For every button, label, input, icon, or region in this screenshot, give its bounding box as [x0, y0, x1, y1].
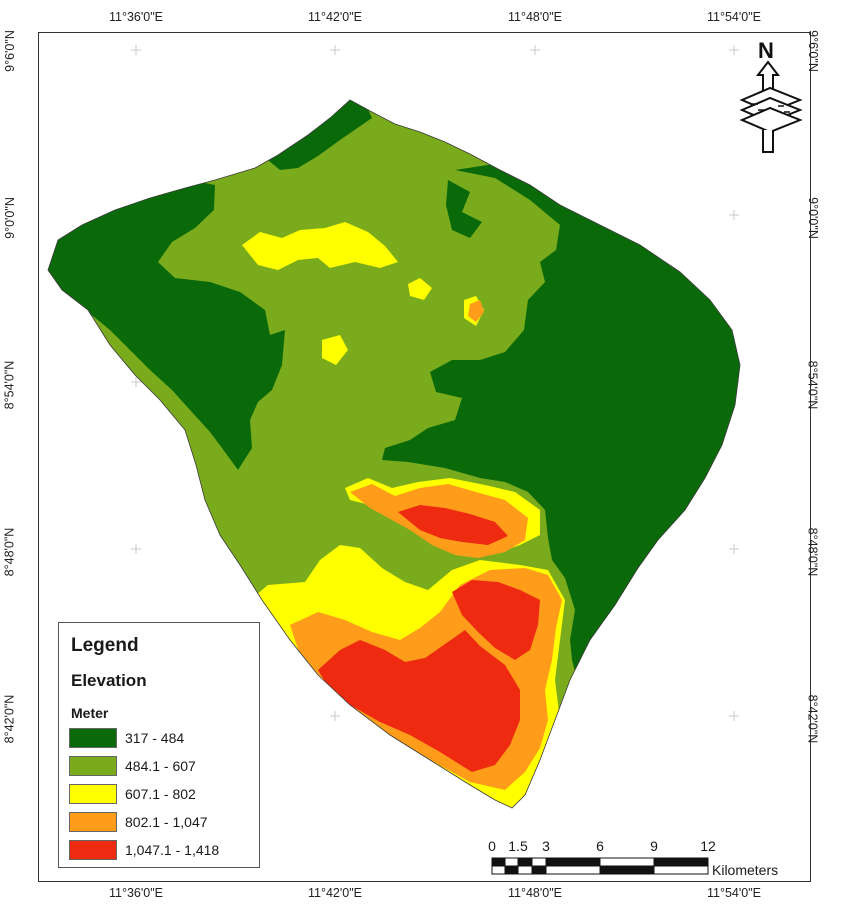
bottom-tick-4: 11°54'0"E: [707, 886, 761, 900]
class-1047-1418-south: [318, 630, 520, 772]
class-317-484-ridge: [446, 180, 482, 238]
legend-panel: Legend Elevation Meter 317 - 484 484.1 -…: [58, 622, 260, 868]
class-1047-1418-east: [452, 580, 540, 660]
legend-swatch: [69, 812, 117, 832]
class-607-802-patch-2: [408, 278, 432, 300]
legend-subtitle: Elevation: [71, 671, 147, 690]
class-607-802-patch-1: [322, 335, 348, 365]
legend-label: 484.1 - 607: [125, 758, 196, 774]
study-area-outline: [47, 99, 741, 809]
bottom-tick-3: 11°48'0"E: [508, 886, 562, 900]
scale-label-3: 6: [596, 838, 604, 854]
legend-unit: Meter: [71, 705, 109, 721]
scale-label-4: 9: [650, 838, 658, 854]
legend-label: 607.1 - 802: [125, 786, 196, 802]
legend-item: 607.1 - 802: [69, 783, 196, 805]
class-317-484-northwest: [48, 182, 285, 470]
top-tick-4: 11°54'0"E: [707, 10, 761, 24]
class-802-1047-patch: [468, 300, 484, 322]
legend-label: 802.1 - 1,047: [125, 814, 208, 830]
legend-item: 317 - 484: [69, 727, 184, 749]
legend-swatch: [69, 728, 117, 748]
legend-item: 484.1 - 607: [69, 755, 196, 777]
scale-label-1: 1.5: [508, 838, 528, 854]
legend-title: Legend: [71, 635, 139, 656]
north-arrow-icon: [739, 60, 803, 153]
class-1047-1418-central: [398, 505, 508, 545]
legend-label: 317 - 484: [125, 730, 185, 746]
class-317-484-east: [382, 160, 740, 720]
scale-label-2: 3: [542, 838, 550, 854]
scale-label-0: 0: [488, 838, 496, 854]
legend-label: 1,047.1 - 1,418: [125, 842, 220, 858]
top-tick-2: 11°42'0"E: [308, 10, 362, 24]
legend-swatch: [69, 784, 117, 804]
bottom-tick-2: 11°42'0"E: [308, 886, 362, 900]
scale-unit-label: Kilometers: [712, 862, 779, 878]
legend-swatch: [69, 756, 117, 776]
class-607-802-north-patch: [242, 222, 398, 270]
top-tick-3: 11°48'0"E: [508, 10, 562, 24]
legend-item: 802.1 - 1,047: [69, 811, 208, 833]
bottom-tick-1: 11°36'0"E: [109, 886, 163, 900]
scale-bar: [491, 857, 709, 875]
scale-label-5: 12: [700, 838, 716, 854]
legend-swatch: [69, 840, 117, 860]
top-tick-1: 11°36'0"E: [109, 10, 163, 24]
north-arrow-label: N: [758, 38, 774, 63]
legend-item: 1,047.1 - 1,418: [69, 839, 219, 861]
